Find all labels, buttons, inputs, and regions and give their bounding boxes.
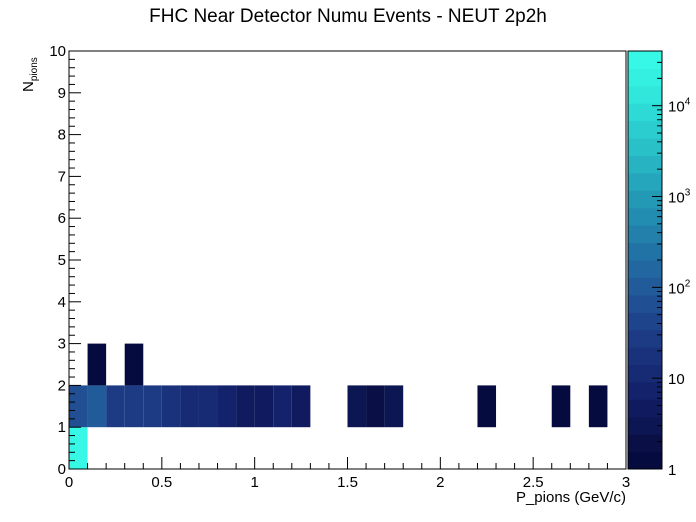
colorbar-tick-label: 104 (668, 97, 691, 116)
heatmap-cell (254, 385, 274, 428)
y-tick-label: 10 (49, 43, 66, 60)
colorbar-segment (628, 260, 662, 278)
heatmap-cell (69, 385, 88, 428)
colorbar-segment (628, 103, 662, 122)
colorbar-segment (628, 172, 662, 191)
heatmap-cell (124, 343, 144, 386)
heatmap-cell (551, 385, 571, 428)
colorbar-segment (628, 347, 662, 365)
heatmap-cell (236, 385, 255, 428)
colorbar-segment (628, 434, 662, 453)
colorbar-segment (628, 399, 662, 418)
heatmap-cell (198, 385, 218, 428)
x-tick-label: 0 (65, 474, 73, 491)
colorbar-segment (628, 120, 662, 139)
y-tick-label: 1 (58, 419, 66, 436)
colorbar-tick-label: 103 (668, 188, 691, 207)
colorbar-segment (628, 381, 662, 400)
x-tick-label: 2.5 (523, 474, 544, 491)
x-axis-label: P_pions (GeV/c) (515, 489, 626, 506)
colorbar-segment (628, 138, 662, 156)
heatmap-cell (69, 427, 88, 469)
y-tick-label: 2 (58, 377, 66, 394)
colorbar-tick-label: 1 (668, 462, 676, 479)
y-tick-label: 8 (58, 127, 66, 144)
heatmap-cell (477, 385, 497, 428)
heatmap-cell (273, 385, 292, 428)
x-tick-label: 2 (436, 474, 444, 491)
colorbar-segment (628, 190, 662, 209)
heatmap-cell (143, 385, 162, 428)
heatmap-cell (291, 385, 311, 428)
x-tick-label: 1.5 (337, 474, 358, 491)
colorbar-segment (628, 277, 662, 296)
heatmap-cell (366, 385, 385, 428)
colorbar-segment (628, 416, 662, 435)
colorbar-segment (628, 68, 662, 87)
heatmap-cell (87, 343, 107, 386)
y-tick-label: 0 (58, 461, 66, 478)
heatmap-cell (106, 385, 125, 428)
x-tick-label: 0.5 (151, 474, 172, 491)
colorbar-segment (628, 85, 662, 104)
x-tick-label: 3 (622, 474, 630, 491)
y-tick-label: 6 (58, 210, 66, 227)
y-tick-label: 9 (58, 85, 66, 102)
y-tick-label: 7 (58, 168, 66, 185)
colorbar-segment (628, 155, 662, 174)
heatmap-cell (161, 385, 181, 428)
y-tick-label: 4 (58, 294, 66, 311)
colorbar-segment (628, 207, 662, 226)
heatmap-cell (180, 385, 199, 428)
y-tick-label: 5 (58, 252, 66, 269)
x-tick-label: 1 (250, 474, 258, 491)
colorbar-segment (628, 225, 662, 244)
heatmap-cell (588, 385, 608, 428)
colorbar-segment (628, 451, 662, 470)
heatmap-cell (124, 385, 144, 428)
heatmap-cell (217, 385, 237, 428)
colorbar-segment (628, 242, 662, 261)
colorbar-tick-label: 102 (668, 278, 691, 297)
heatmap-cell (87, 385, 107, 428)
colorbar-segment (628, 312, 662, 331)
heatmap-cell (347, 385, 367, 428)
colorbar-segment (628, 329, 662, 348)
heatmap-cell (384, 385, 404, 428)
colorbar-segment (628, 364, 662, 383)
colorbar-tick-label: 10 (668, 371, 685, 388)
y-tick-label: 3 (58, 336, 66, 353)
chart-title: FHC Near Detector Numu Events - NEUT 2p2… (149, 6, 547, 27)
colorbar-segment (628, 51, 662, 69)
colorbar-segment (628, 294, 662, 313)
